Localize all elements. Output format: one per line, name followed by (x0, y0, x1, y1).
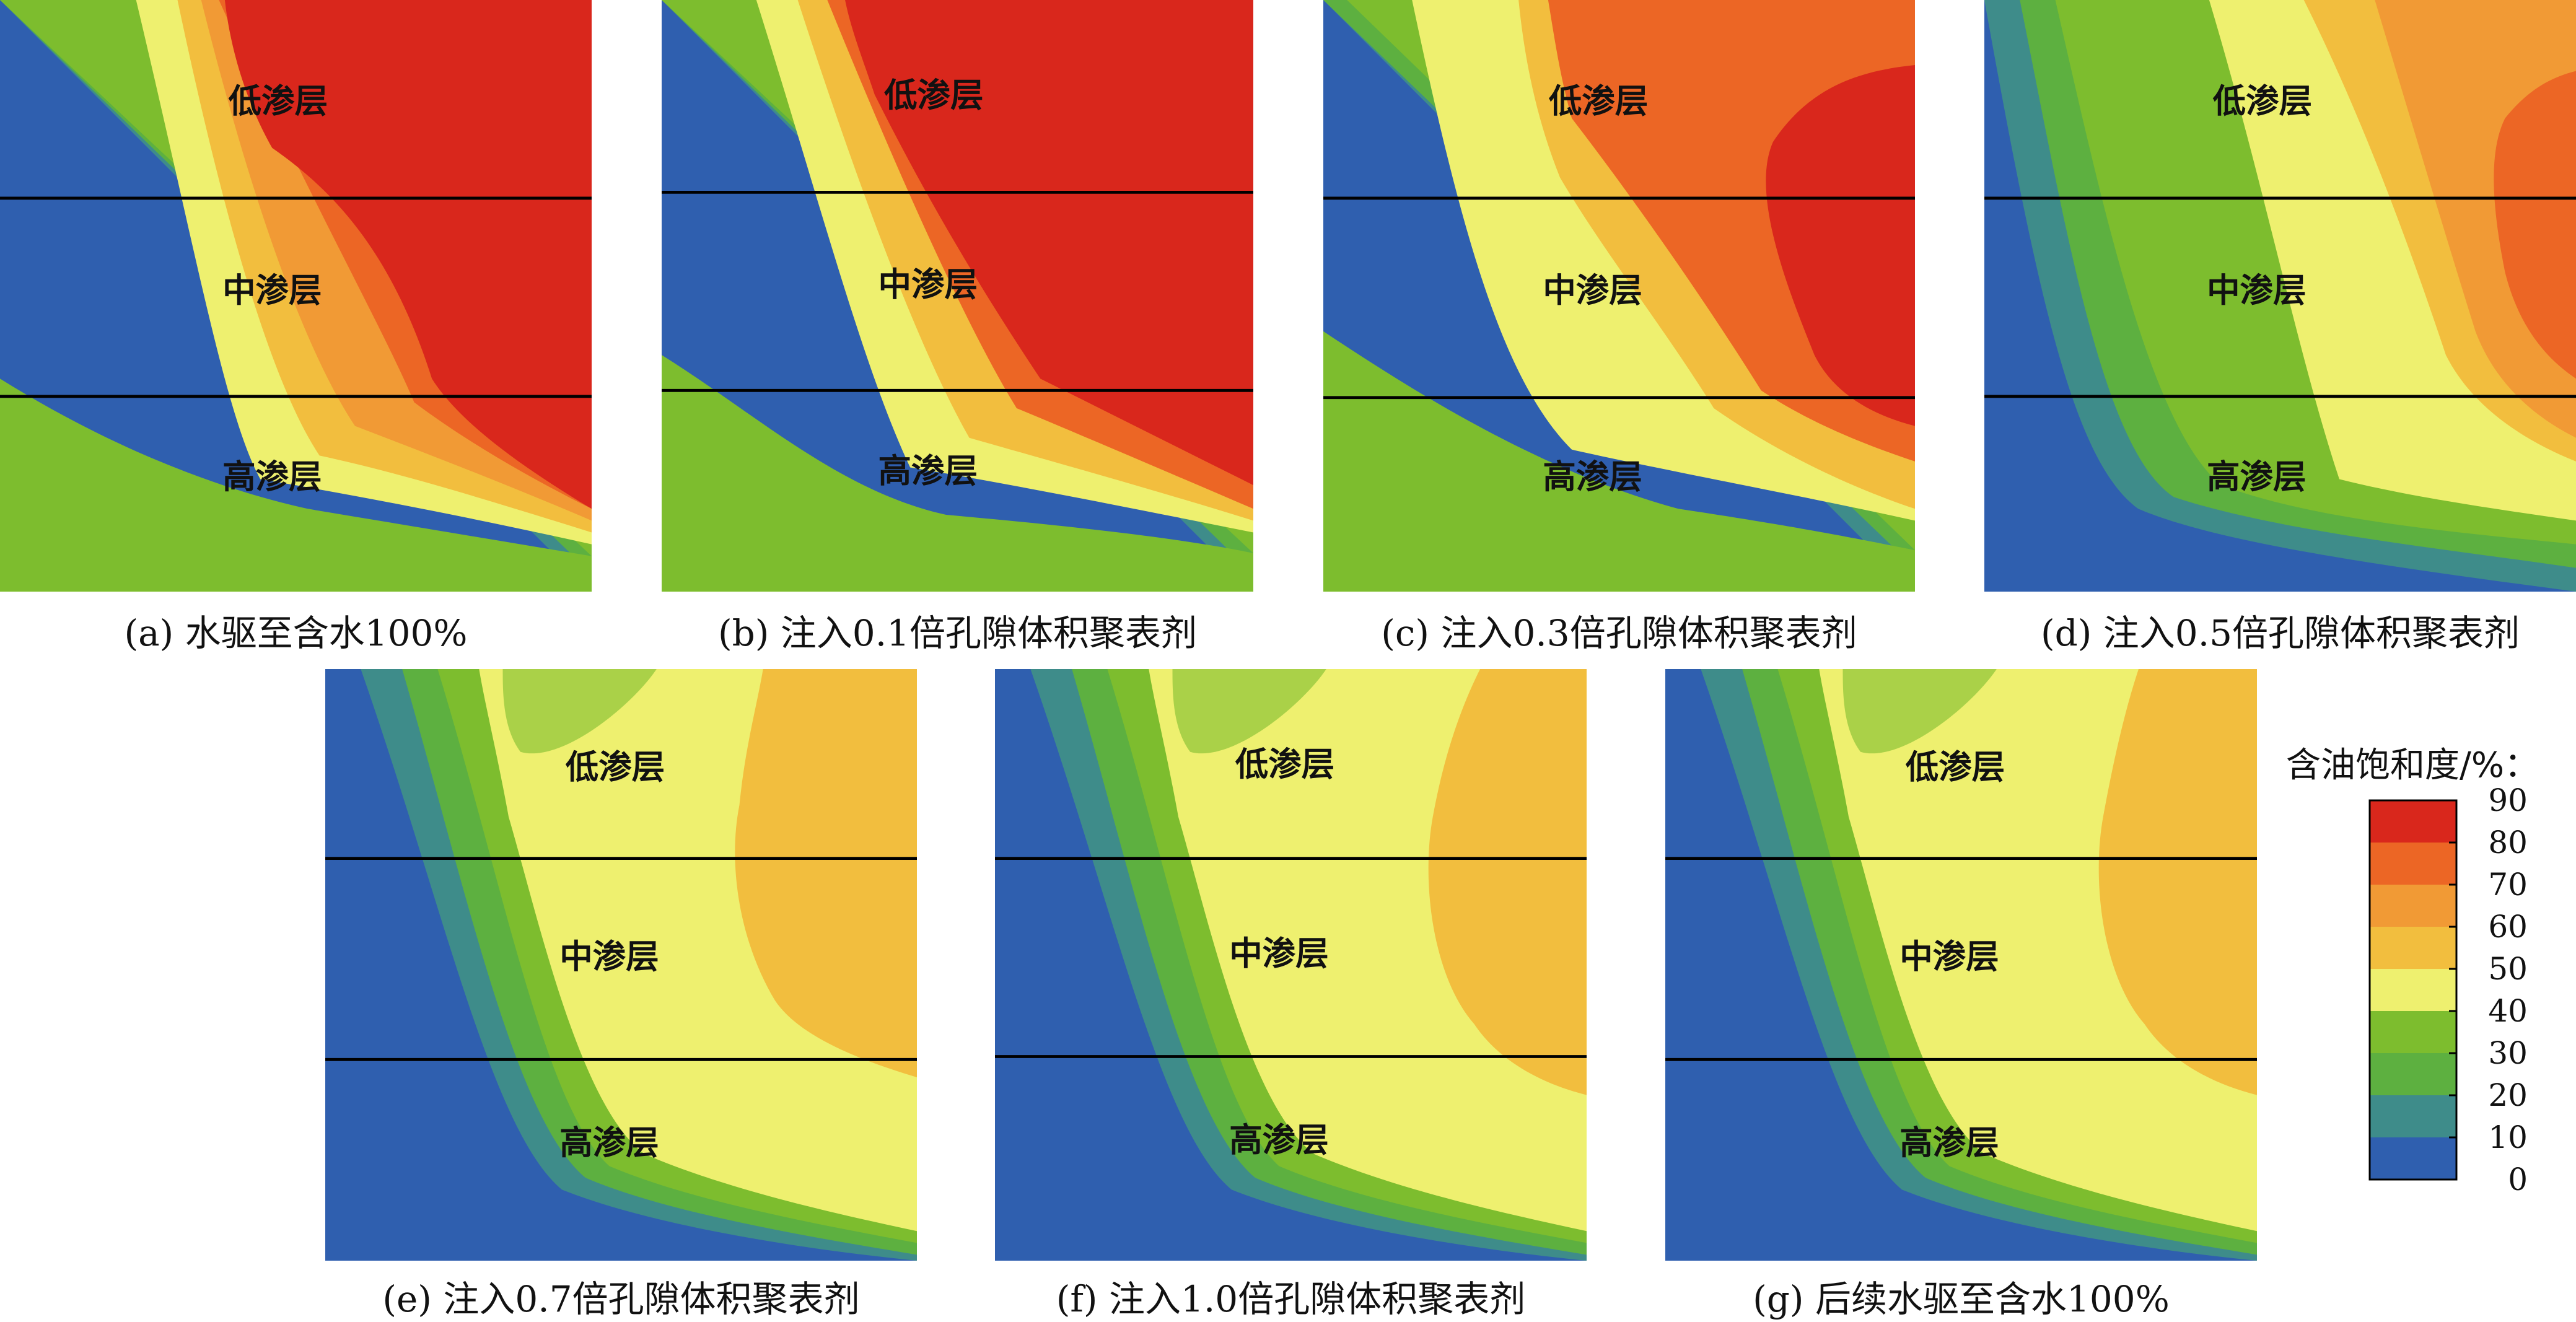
colorbar-frame (2368, 799, 2458, 1181)
layer-label-mid: 中渗层 (559, 937, 659, 976)
layer-label-high: 高渗层 (2207, 457, 2306, 496)
colorbar-tick-label: 50 (2488, 951, 2528, 987)
layer-label-mid: 中渗层 (1899, 937, 1999, 976)
layer-label-high: 高渗层 (559, 1123, 659, 1162)
colorbar: 90 80 70 60 50 40 30 20 10 0 (2368, 787, 2528, 1197)
colorbar-tick-label: 30 (2488, 1035, 2528, 1071)
panel-a-contour-map: 低渗层 中渗层 高渗层 (0, 0, 592, 592)
colorbar-tick-label: 40 (2488, 993, 2528, 1029)
panel-b-caption: (b) 注入0.1倍孔隙体积聚表剂 (717, 612, 1198, 654)
layer-label-high: 高渗层 (1899, 1123, 1999, 1162)
layer-label-mid: 中渗层 (2207, 271, 2306, 310)
layer-label-low: 低渗层 (566, 748, 665, 787)
layer-label-mid: 中渗层 (1543, 271, 1642, 310)
colorbar-swatch (2370, 885, 2456, 927)
colorbar-swatch (2370, 1053, 2456, 1095)
layer-label-high: 高渗层 (1543, 457, 1642, 496)
layer-label-mid: 中渗层 (222, 271, 322, 310)
colorbar-tick-label: 10 (2488, 1119, 2528, 1155)
panel-g-caption: (g) 后续水驱至含水100% (1753, 1278, 2170, 1320)
colorbar-tick-label: 80 (2488, 825, 2528, 860)
colorbar-tick-label: 0 (2508, 1162, 2528, 1197)
colorbar-swatch (2370, 1011, 2456, 1053)
colorbar-swatch (2370, 969, 2456, 1011)
layer-label-low: 低渗层 (1549, 81, 1648, 120)
colorbar-swatch (2370, 1095, 2456, 1137)
panel-b-contour-map: 低渗层 中渗层 高渗层 (662, 0, 1253, 592)
layer-label-high: 高渗层 (222, 457, 322, 496)
colorbar-swatch (2370, 843, 2456, 885)
panel-f-caption: (f) 注入1.0倍孔隙体积聚表剂 (1056, 1278, 1526, 1320)
colorbar-tick-label: 60 (2488, 909, 2528, 945)
panel-a-caption: (a) 水驱至含水100% (124, 612, 468, 654)
layer-label-mid: 中渗层 (878, 265, 978, 304)
colorbar-tick-label: 20 (2488, 1077, 2528, 1113)
panel-e-caption: (e) 注入0.7倍孔隙体积聚表剂 (382, 1278, 860, 1320)
colorbar-swatch (2370, 1137, 2456, 1180)
layer-label-low: 低渗层 (884, 76, 983, 115)
panel-d-caption: (d) 注入0.5倍孔隙体积聚表剂 (2040, 612, 2520, 654)
layer-label-high: 高渗层 (878, 451, 978, 490)
panel-e-contour-map: 低渗层 中渗层 高渗层 (325, 669, 917, 1261)
layer-label-mid: 中渗层 (1229, 934, 1328, 973)
panel-d-contour-map: 低渗层 中渗层 高渗层 (1984, 0, 2576, 592)
colorbar-title: 含油饱和度/%： (2286, 745, 2539, 786)
layer-label-low: 低渗层 (1235, 745, 1334, 784)
colorbar-swatch (2370, 927, 2456, 969)
layer-label-low: 低渗层 (1906, 748, 2005, 787)
layer-label-low: 低渗层 (2213, 81, 2312, 120)
panel-f-contour-map: 低渗层 中渗层 高渗层 (995, 669, 1587, 1261)
colorbar-swatch (2370, 800, 2456, 843)
colorbar-tick-label: 90 (2488, 787, 2528, 818)
panel-g-contour-map: 低渗层 中渗层 高渗层 (1665, 669, 2257, 1261)
layer-label-low: 低渗层 (229, 81, 328, 120)
panel-c-contour-map: 低渗层 中渗层 高渗层 (1323, 0, 1915, 592)
panel-c-caption: (c) 注入0.3倍孔隙体积聚表剂 (1381, 612, 1857, 654)
layer-label-high: 高渗层 (1229, 1120, 1328, 1159)
colorbar-tick-label: 70 (2488, 867, 2528, 903)
